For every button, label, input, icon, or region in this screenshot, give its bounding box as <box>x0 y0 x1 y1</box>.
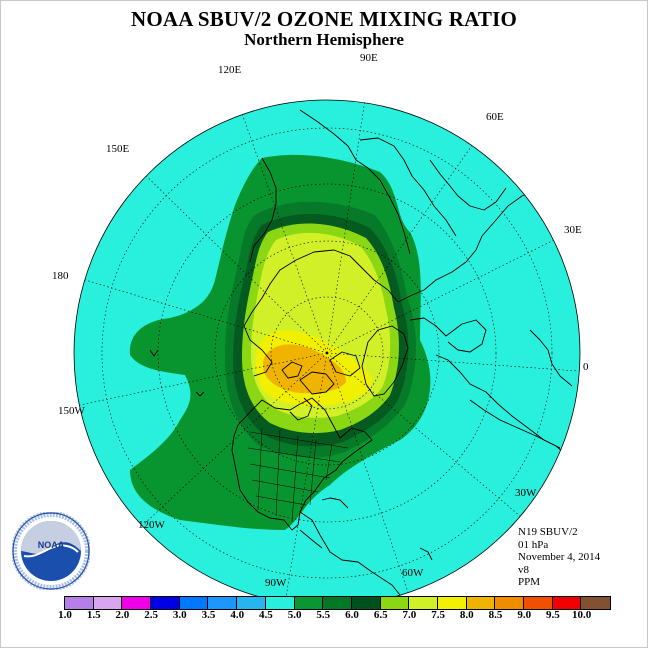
lon-label-150e: 150E <box>106 143 130 155</box>
graticule <box>74 100 579 604</box>
colorbar-swatch <box>151 597 180 609</box>
colorbar-swatch <box>351 597 381 609</box>
info-units: PPM <box>518 576 541 588</box>
colorbar-tick-label: 5.0 <box>287 609 302 621</box>
colorbar-tick-label: 7.0 <box>402 609 417 621</box>
colorbar-swatch <box>466 597 496 609</box>
colorbar-swatch <box>179 597 209 609</box>
colorbar <box>64 596 612 610</box>
colorbar-swatch <box>323 597 352 609</box>
colorbar-tick-label: 1.5 <box>86 609 101 621</box>
page-subtitle: Northern Hemisphere <box>244 30 404 49</box>
lon-label-30e: 30E <box>564 224 582 236</box>
info-block: N19 SBUV/2 01 hPa November 4, 2014 v8 PP… <box>518 526 600 589</box>
contour-8-0 <box>263 344 346 394</box>
page-title: NOAA SBUV/2 OZONE MIXING RATIO <box>131 7 517 31</box>
colorbar-tick-label: 5.5 <box>316 609 331 621</box>
colorbar-tick-label: 1.0 <box>58 609 72 621</box>
info-level: 01 hPa <box>518 538 549 551</box>
us-state-lines <box>247 427 349 523</box>
colorbar-tick-label: 4.0 <box>230 609 245 621</box>
lon-label-60e: 60E <box>486 111 504 123</box>
colorbar-swatch <box>581 597 611 609</box>
lon-label-90e: 90E <box>360 52 378 64</box>
colorbar-tick-label: 6.5 <box>373 609 388 621</box>
lon-label-150w: 150W <box>58 405 86 417</box>
colorbar-swatch <box>552 597 582 609</box>
lon-label-120w: 120W <box>138 519 166 531</box>
colorbar-swatch <box>524 597 553 609</box>
colorbar-swatch <box>122 597 152 609</box>
colorbar-tick-label: 3.5 <box>201 609 216 621</box>
noaa-logo: NOAA <box>12 512 90 590</box>
lon-label-180: 180 <box>52 270 69 282</box>
info-version: v8 <box>518 563 529 576</box>
lon-label-60w: 60W <box>402 567 424 579</box>
colorbar-swatch <box>495 597 524 609</box>
colorbar-tick-label: 2.5 <box>144 609 158 621</box>
colorbar-swatch <box>93 597 123 609</box>
colorbar-tick-label: 8.0 <box>459 609 474 621</box>
colorbar-tick-label: 9.0 <box>517 609 532 621</box>
colorbar-tick-label: 3.0 <box>172 609 187 621</box>
colorbar-tick-label: 2.0 <box>115 609 130 621</box>
colorbar-swatch <box>294 597 324 609</box>
colorbar-swatch <box>437 597 467 609</box>
lon-label-30w: 30W <box>515 487 537 499</box>
colorbar-swatch <box>380 597 410 609</box>
lon-label-90w: 90W <box>265 577 287 589</box>
colorbar-tick-label: 8.5 <box>488 609 503 621</box>
colorbar-tick-label: 6.0 <box>345 609 359 621</box>
colorbar-tick-label: 7.5 <box>431 609 445 621</box>
lon-label-0: 0 <box>583 361 589 373</box>
colorbar-swatch <box>265 597 295 609</box>
colorbar-tick-label: 4.5 <box>259 609 273 621</box>
colorbar-swatch <box>237 597 266 609</box>
colorbar-tick-label: 10.0 <box>571 609 592 621</box>
colorbar-swatch <box>65 597 94 609</box>
svg-text:NOAA: NOAA <box>38 540 65 550</box>
info-date: November 4, 2014 <box>518 551 601 563</box>
colorbar-swatch <box>409 597 438 609</box>
coastlines <box>149 109 573 601</box>
colorbar-tick-label: 9.5 <box>546 609 560 621</box>
lon-label-120e: 120E <box>218 64 242 76</box>
info-satellite: N19 SBUV/2 <box>518 526 578 538</box>
colorbar-ticks: 1.0 1.5 2.0 2.5 3.0 3.5 4.0 4.5 5.0 5.5 6.0 6.5 7.0 7… <box>52 609 612 623</box>
colorbar-swatch <box>208 597 238 609</box>
